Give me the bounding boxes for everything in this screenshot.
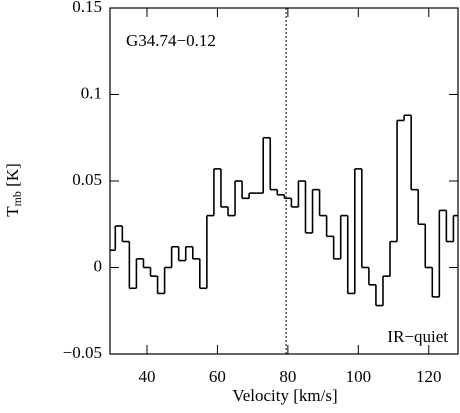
y-axis-label: Tmb [K] <box>3 163 24 217</box>
y-tick-label: 0.1 <box>81 83 102 102</box>
annotation: G34.74−0.12 <box>126 31 216 50</box>
y-label-part: [K] <box>3 163 22 191</box>
x-tick-label: 80 <box>279 367 296 386</box>
x-tick-label: 40 <box>138 367 155 386</box>
x-tick-label: 60 <box>209 367 226 386</box>
x-axis-label: Velocity [km/s] <box>232 386 337 405</box>
x-tick-label: 120 <box>416 367 442 386</box>
x-tick-label: 100 <box>346 367 372 386</box>
annotation: IR−quiet <box>387 327 448 346</box>
y-tick-label: 0.15 <box>72 0 102 16</box>
y-label-part: T <box>3 206 22 217</box>
y-label-sub: mb <box>10 191 24 206</box>
y-tick-label: 0.05 <box>72 170 102 189</box>
y-tick-label: −0.05 <box>63 343 102 362</box>
plot-frame <box>109 7 459 355</box>
y-tick-label: 0 <box>94 256 103 275</box>
